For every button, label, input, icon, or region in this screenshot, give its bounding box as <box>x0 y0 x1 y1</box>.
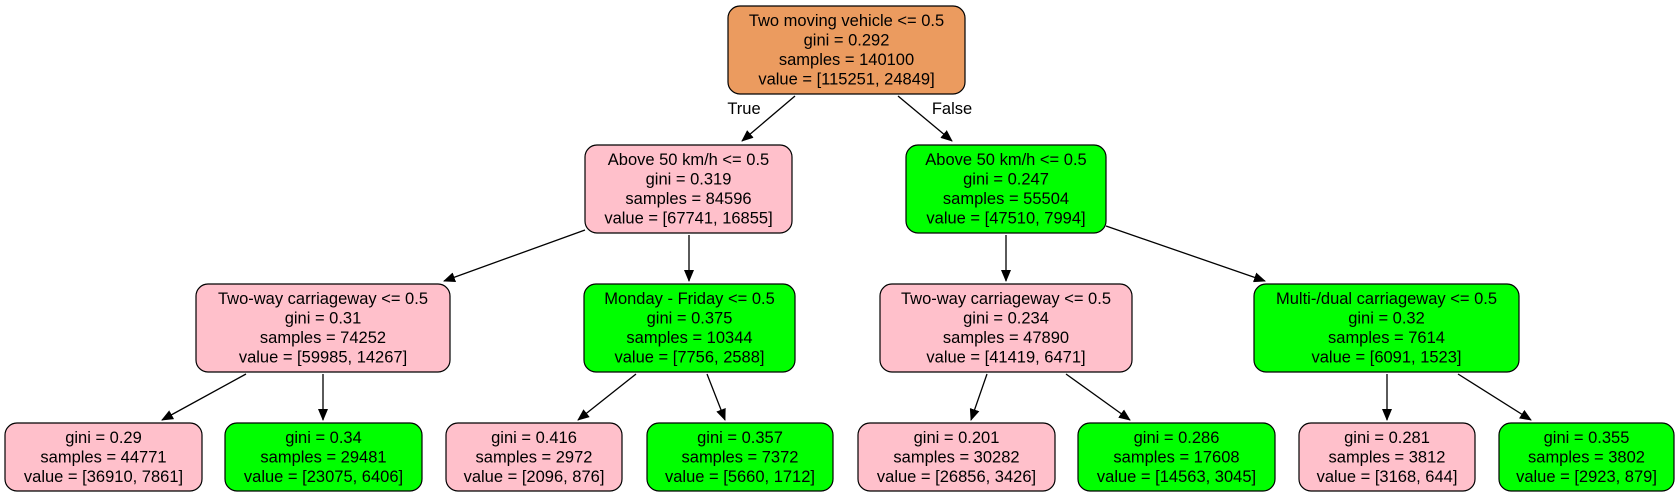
node-value-text: value = [115251, 24849] <box>758 71 934 89</box>
node-split-condition-text: Two-way carriageway <= 0.5 <box>218 290 428 308</box>
node-gini-text: gini = 0.31 <box>285 310 362 328</box>
node-samples-text: samples = 44771 <box>40 448 166 466</box>
node-box <box>727 5 966 95</box>
node-value-text: value = [36910, 7861] <box>24 468 183 486</box>
node-box <box>584 144 793 234</box>
node-box <box>857 422 1056 492</box>
node-samples-text: samples = 74252 <box>260 329 386 347</box>
node-gini-text: gini = 0.247 <box>963 171 1049 189</box>
node-box <box>905 144 1107 234</box>
node-samples-text: samples = 3812 <box>1329 448 1446 466</box>
node-value-text: value = [26856, 3426] <box>877 468 1036 486</box>
node-value-text: value = [2096, 876] <box>464 468 605 486</box>
edge-arrow-n2-n6 <box>1105 225 1266 283</box>
node-split-condition-text: Two-way carriageway <= 0.5 <box>901 290 1111 308</box>
node-box <box>1077 422 1276 492</box>
node-samples-text: samples = 140100 <box>779 51 914 69</box>
split-node: Two-way carriageway <= 0.5 gini = 0.234sa… <box>879 283 1133 373</box>
node-split-condition-text: Above 50 km/h <= 0.5 <box>608 151 769 169</box>
node-gini-text: gini = 0.292 <box>804 32 890 50</box>
node-box <box>1498 422 1675 492</box>
node-samples-text: samples = 29481 <box>260 448 386 466</box>
node-gini-text: gini = 0.319 <box>646 171 732 189</box>
edge-arrow-n0-n1 <box>741 95 796 142</box>
node-split-condition-text: Monday - Friday <= 0.5 <box>604 290 775 308</box>
split-node: Two-way carriageway <= 0.5 gini = 0.31sam… <box>195 283 451 373</box>
node-value-text: value = [59985, 14267] <box>239 349 407 367</box>
split-node: Above 50 km/h <= 0.5 gini = 0.319samples … <box>584 144 793 234</box>
node-value-text: value = [2923, 879] <box>1516 468 1657 486</box>
node-samples-text: samples = 10344 <box>626 329 752 347</box>
edge-arrow-n3-n7 <box>161 373 247 421</box>
node-box <box>879 283 1133 373</box>
node-value-text: value = [5660, 1712] <box>665 468 815 486</box>
node-samples-text: samples = 47890 <box>943 329 1069 347</box>
node-value-text: value = [14563, 3045] <box>1097 468 1256 486</box>
node-gini-text: gini = 0.281 <box>1344 429 1430 447</box>
edge-arrow-n5-n12 <box>1065 373 1131 421</box>
node-value-text: value = [7756, 2588] <box>615 349 765 367</box>
edge-label-true: True <box>727 100 760 118</box>
node-gini-text: gini = 0.201 <box>914 429 1000 447</box>
node-gini-text: gini = 0.375 <box>647 310 733 328</box>
node-split-condition-text: Multi-/dual carriageway <= 0.5 <box>1276 290 1497 308</box>
node-box <box>1253 283 1520 373</box>
node-box <box>646 422 834 492</box>
node-gini-text: gini = 0.355 <box>1544 429 1630 447</box>
node-samples-text: samples = 17608 <box>1113 448 1239 466</box>
edges-layer: True False <box>161 95 1532 421</box>
node-box <box>195 283 451 373</box>
edge-arrow-n0-n2 <box>897 95 953 142</box>
node-box <box>445 422 623 492</box>
node-value-text: value = [41419, 6471] <box>926 349 1085 367</box>
edge-label-false: False <box>932 100 972 118</box>
node-samples-text: samples = 3802 <box>1528 448 1645 466</box>
node-box <box>224 422 423 492</box>
node-value-text: value = [6091, 1523] <box>1312 349 1462 367</box>
node-box <box>4 422 203 492</box>
split-node: Monday - Friday <= 0.5 gini = 0.375sample… <box>583 283 796 373</box>
node-split-condition-text: Two moving vehicle <= 0.5 <box>749 12 944 30</box>
node-gini-text: gini = 0.32 <box>1348 310 1425 328</box>
split-node: Two moving vehicle <= 0.5 gini = 0.292sam… <box>727 5 966 95</box>
node-gini-text: gini = 0.286 <box>1134 429 1220 447</box>
node-gini-text: gini = 0.34 <box>285 429 362 447</box>
node-samples-text: samples = 2972 <box>476 448 593 466</box>
node-value-text: value = [67741, 16855] <box>604 210 772 228</box>
node-samples-text: samples = 7372 <box>682 448 799 466</box>
edge-arrow-n6-n14 <box>1457 373 1532 421</box>
node-gini-text: gini = 0.416 <box>491 429 577 447</box>
node-gini-text: gini = 0.357 <box>697 429 783 447</box>
split-node: Multi-/dual carriageway <= 0.5 gini = 0.3… <box>1253 283 1520 373</box>
edge-arrow-n4-n9 <box>577 373 637 421</box>
edge-arrow-n5-n11 <box>969 373 988 421</box>
node-samples-text: samples = 84596 <box>625 190 751 208</box>
node-value-text: value = [47510, 7994] <box>926 210 1085 228</box>
edge-arrow-n1-n3 <box>443 229 586 282</box>
node-split-condition-text: Above 50 km/h <= 0.5 <box>925 151 1086 169</box>
node-box <box>583 283 796 373</box>
node-gini-text: gini = 0.29 <box>65 429 142 447</box>
node-box <box>1298 422 1476 492</box>
node-value-text: value = [23075, 6406] <box>244 468 403 486</box>
edge-arrow-n4-n10 <box>706 373 726 421</box>
node-samples-text: samples = 30282 <box>893 448 1019 466</box>
split-node: Above 50 km/h <= 0.5 gini = 0.247samples … <box>905 144 1107 234</box>
node-value-text: value = [3168, 644] <box>1317 468 1458 486</box>
node-samples-text: samples = 55504 <box>943 190 1069 208</box>
node-gini-text: gini = 0.234 <box>963 310 1049 328</box>
node-samples-text: samples = 7614 <box>1328 329 1445 347</box>
